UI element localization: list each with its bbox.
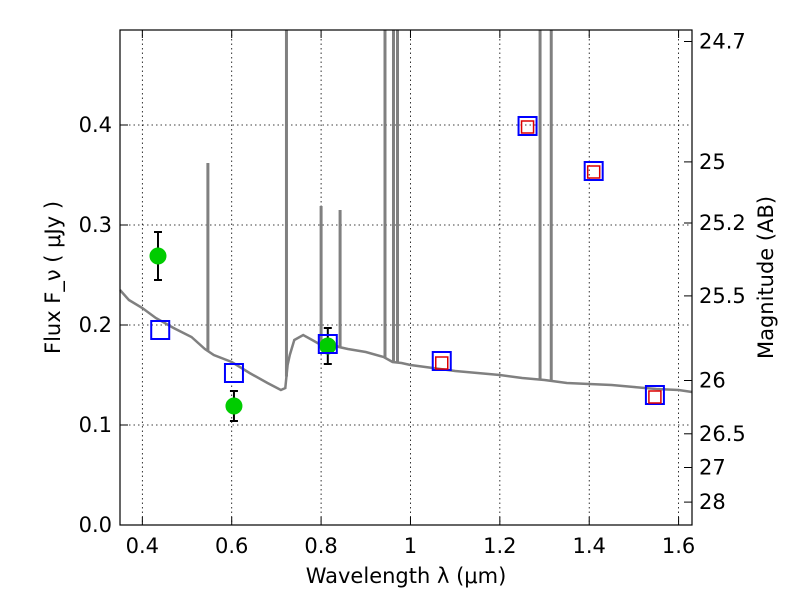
right-tick-label: 27 bbox=[699, 456, 726, 480]
axis-ticks: 0.4 0.6 0.8 1 1.2 1.4 1.6 0.0 0.1 0.2 0.3 0.4 24.7 25… bbox=[79, 30, 746, 559]
model-flux-square bbox=[150, 320, 171, 340]
right-tick-label: 26 bbox=[699, 369, 726, 393]
y-tick-label: 0.3 bbox=[79, 213, 112, 237]
x-tick-label: 0.6 bbox=[215, 534, 248, 558]
alt-flux-square bbox=[648, 390, 662, 404]
right-tick-label: 24.7 bbox=[699, 30, 746, 54]
x-tick-label: 1.2 bbox=[483, 534, 516, 558]
model-flux-square bbox=[644, 385, 665, 405]
y-tick-label: 0.0 bbox=[79, 513, 112, 537]
observed-flux-point bbox=[149, 247, 167, 265]
model-flux-square bbox=[223, 363, 244, 383]
plot-frame bbox=[119, 29, 693, 526]
emission-lines bbox=[206, 30, 553, 381]
alt-flux-square bbox=[586, 165, 601, 179]
observed-flux-point bbox=[225, 397, 243, 415]
x-axis-label: Wavelength λ (μm) bbox=[306, 564, 507, 588]
y-axis-right-label: Magnitude (AB) bbox=[754, 196, 778, 359]
model-flux-square bbox=[517, 116, 538, 136]
model-continuum-line bbox=[119, 289, 693, 394]
x-tick-label: 1.6 bbox=[662, 534, 695, 558]
right-tick-label: 25.2 bbox=[699, 211, 746, 235]
grid bbox=[120, 30, 692, 525]
alt-flux-square bbox=[520, 120, 535, 134]
y-axis-label: Flux F_ν ( μJy ) bbox=[41, 201, 66, 354]
x-tick-label: 1.4 bbox=[573, 534, 606, 558]
photometry-points bbox=[149, 116, 665, 422]
x-tick-label: 0.4 bbox=[126, 534, 159, 558]
y-tick-label: 0.4 bbox=[79, 113, 112, 137]
right-tick-label: 25 bbox=[699, 150, 726, 174]
right-tick-label: 28 bbox=[699, 490, 726, 514]
y-tick-label: 0.2 bbox=[79, 313, 112, 337]
model-flux-square bbox=[431, 351, 452, 371]
x-tick-label: 1 bbox=[404, 534, 417, 558]
model-flux-square bbox=[583, 161, 604, 181]
right-tick-label: 26.5 bbox=[699, 422, 746, 446]
model-spectrum bbox=[119, 289, 693, 394]
model-flux-square bbox=[317, 334, 338, 354]
observed-flux-point bbox=[319, 337, 337, 355]
right-tick-label: 25.5 bbox=[699, 284, 746, 308]
x-tick-label: 0.8 bbox=[304, 534, 337, 558]
y-tick-label: 0.1 bbox=[79, 413, 112, 437]
alt-flux-square bbox=[435, 356, 449, 370]
